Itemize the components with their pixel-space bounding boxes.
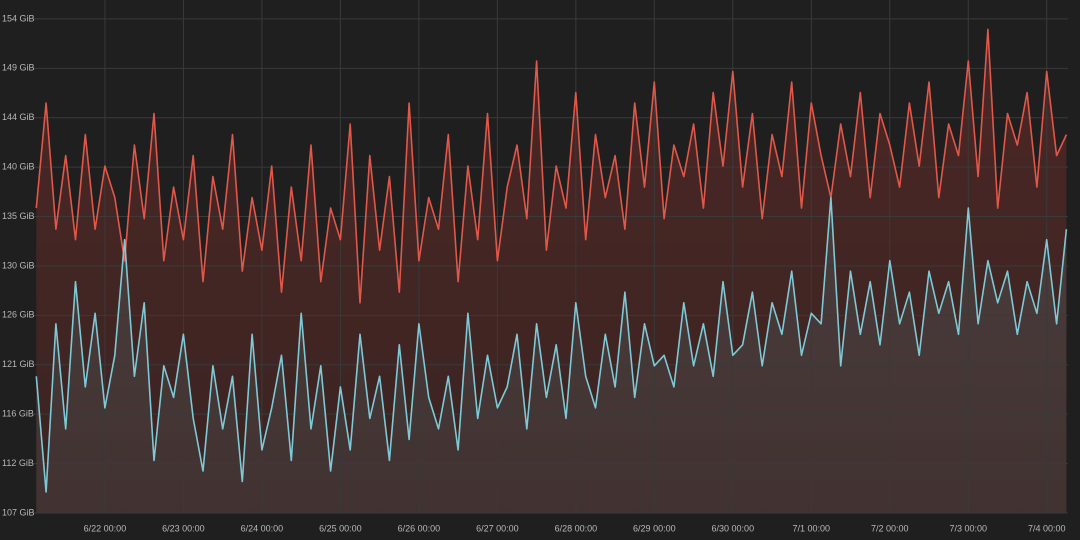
y-tick-label: 154 GiB bbox=[2, 13, 35, 23]
x-tick-label: 6/24 00:00 bbox=[241, 523, 284, 533]
y-tick-label: 107 GiB bbox=[2, 507, 35, 517]
labels: 107 GiB 112 GiB 116 GiB 121 GiB 126 GiB 130 G… bbox=[2, 13, 1066, 533]
x-tick-label: 6/29 00:00 bbox=[633, 523, 676, 533]
x-tick-label: 6/22 00:00 bbox=[84, 523, 127, 533]
y-tick-label: 140 GiB bbox=[2, 162, 35, 172]
x-tick-label: 6/25 00:00 bbox=[319, 523, 362, 533]
x-tick-label: 7/4 00:00 bbox=[1028, 523, 1066, 533]
y-tick-label: 130 GiB bbox=[2, 260, 35, 270]
series-line bbox=[35, 28, 1068, 304]
x-tick-label: 6/27 00:00 bbox=[476, 523, 519, 533]
y-tick-label: 112 GiB bbox=[2, 458, 34, 468]
y-tick-label: 121 GiB bbox=[2, 359, 35, 369]
x-tick-label: 6/23 00:00 bbox=[162, 523, 205, 533]
x-tick-label: 7/2 00:00 bbox=[871, 523, 909, 533]
x-tick-label: 6/26 00:00 bbox=[398, 523, 441, 533]
y-tick-label: 116 GiB bbox=[2, 409, 34, 419]
x-tick-label: 7/3 00:00 bbox=[949, 523, 987, 533]
grid bbox=[33, 0, 1068, 514]
y-tick-label: 144 GiB bbox=[2, 112, 35, 122]
lines bbox=[35, 28, 1068, 493]
x-tick-label: 7/1 00:00 bbox=[793, 523, 831, 533]
x-tick-label: 6/28 00:00 bbox=[555, 523, 598, 533]
series-line bbox=[35, 196, 1068, 493]
y-tick-label: 149 GiB bbox=[2, 63, 35, 73]
x-tick-label: 6/30 00:00 bbox=[712, 523, 755, 533]
y-tick-label: 126 GiB bbox=[2, 310, 35, 320]
y-tick-label: 135 GiB bbox=[2, 211, 35, 221]
